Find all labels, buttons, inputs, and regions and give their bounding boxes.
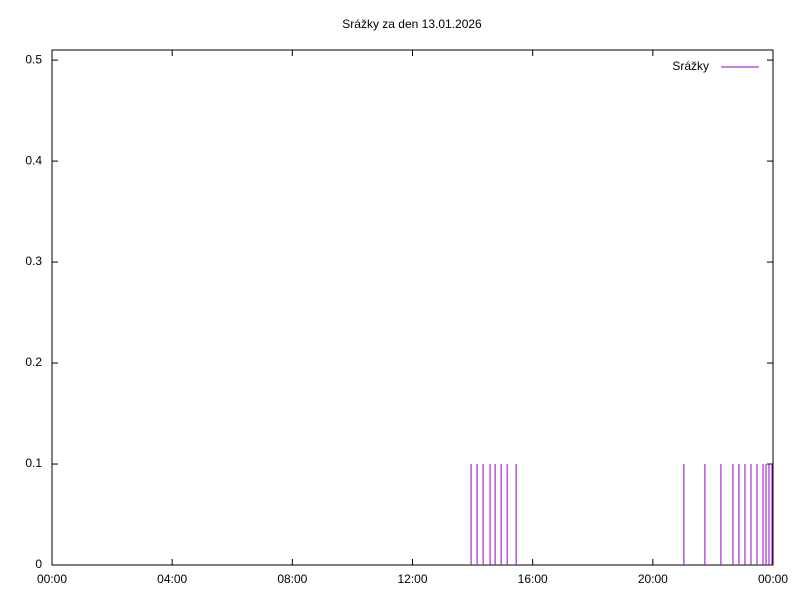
x-tick-label: 16:00	[518, 572, 548, 586]
y-tick-label: 0.4	[25, 153, 42, 167]
y-tick-label: 0	[35, 557, 42, 571]
x-tick-label: 20:00	[638, 572, 668, 586]
chart-title: Srážky za den 13.01.2026	[342, 17, 482, 31]
x-tick-label: 00:00	[758, 572, 788, 586]
y-tick-label: 0.1	[25, 456, 42, 470]
y-tick-label: 0.5	[25, 52, 42, 66]
x-tick-label: 04:00	[157, 572, 187, 586]
x-tick-label: 08:00	[277, 572, 307, 586]
x-tick-label: 12:00	[397, 572, 427, 586]
y-tick-label: 0.2	[25, 355, 42, 369]
legend-label: Srážky	[672, 59, 709, 73]
x-tick-label: 00:00	[37, 572, 67, 586]
y-tick-label: 0.3	[25, 254, 42, 268]
